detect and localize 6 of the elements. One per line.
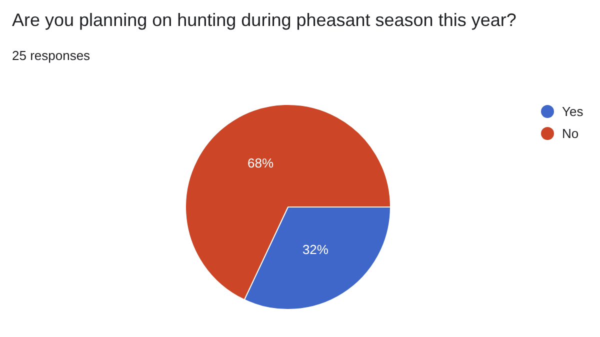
legend-label: No: [562, 126, 579, 140]
chart-title: Are you planning on hunting during pheasant season this year?: [12, 10, 516, 31]
data-label: 32%: [302, 242, 329, 257]
legend-label: Yes: [562, 104, 584, 118]
text: 25 responses: [12, 48, 90, 63]
data-label: 68%: [248, 155, 274, 170]
